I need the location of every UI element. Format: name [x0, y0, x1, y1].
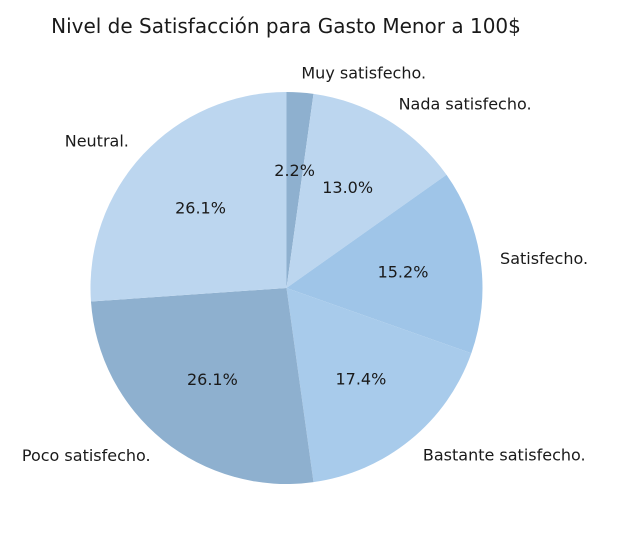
- pie-slice-poco-satisfecho: [90, 288, 314, 484]
- pie-category-label: Neutral.: [65, 131, 129, 150]
- pie-percent-label: 2.2%: [274, 161, 315, 180]
- pie-slice-muy-satisfecho: [286, 92, 314, 288]
- pie-slice-bastante-satisfecho: [286, 288, 472, 483]
- pie-category-label: Poco satisfecho.: [22, 446, 151, 465]
- pie-slices: [90, 92, 483, 484]
- pie-percent-label: 26.1%: [187, 370, 238, 389]
- pie-labels: 2.2% Muy satisfecho. 13.0% Nada satisfecho.…: [22, 63, 588, 464]
- chart-title: Nivel de Satisfacción para Gasto Menor a…: [51, 14, 521, 38]
- pie-category-label: Bastante satisfecho.: [423, 445, 586, 464]
- pie-percent-label: 26.1%: [175, 198, 226, 217]
- pie-slice-nada-satisfecho: [286, 93, 447, 288]
- pie-category-label: Muy satisfecho.: [301, 63, 426, 82]
- pie-slice-satisfecho: [286, 174, 483, 354]
- pie-slice-neutral: [90, 92, 287, 302]
- pie-category-label: Satisfecho.: [500, 249, 588, 268]
- pie-category-label: Nada satisfecho.: [399, 94, 532, 113]
- pie-percent-label: 17.4%: [335, 370, 386, 389]
- pie-percent-label: 15.2%: [378, 262, 429, 281]
- pie-percent-label: 13.0%: [322, 178, 373, 197]
